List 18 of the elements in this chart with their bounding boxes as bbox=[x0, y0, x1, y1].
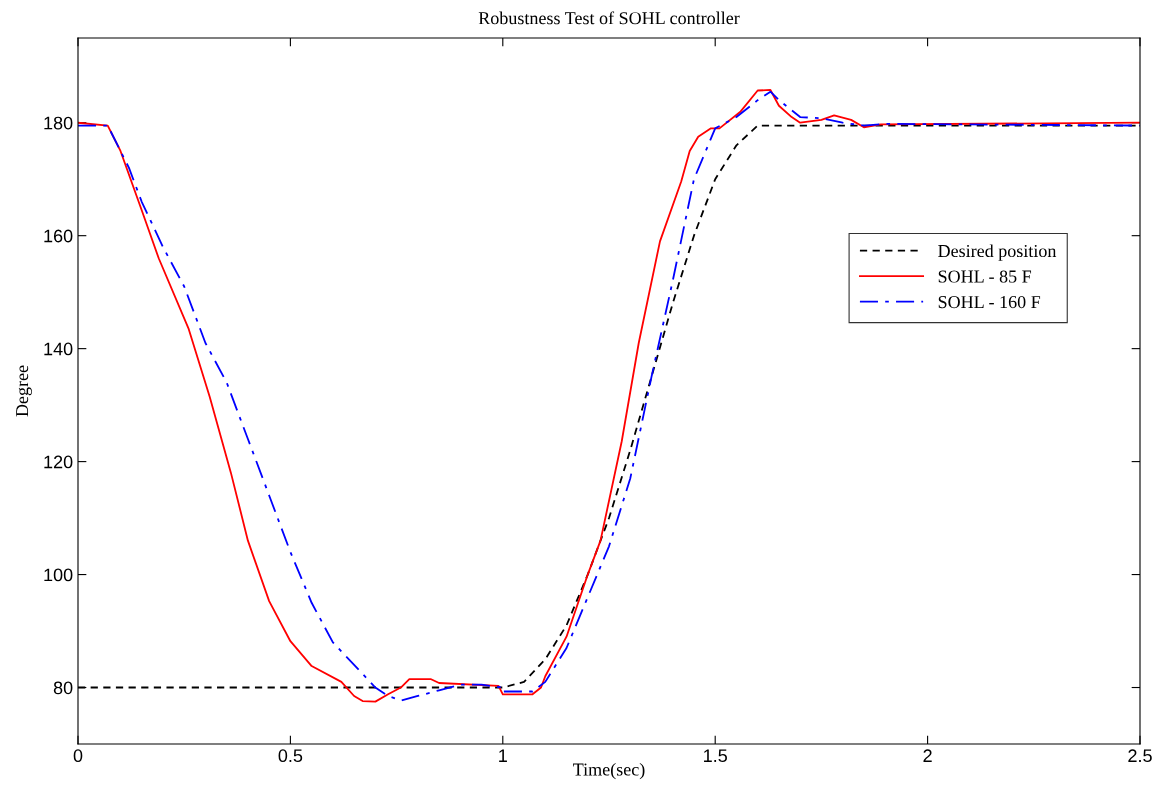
y-tick-label: 160 bbox=[44, 229, 73, 243]
legend-label: SOHL - 85 F bbox=[938, 270, 1032, 283]
x-tick-label: 0.5 bbox=[278, 749, 303, 763]
legend-label: Desired position bbox=[938, 244, 1057, 261]
x-tick-label: 0 bbox=[73, 749, 83, 763]
y-tick-label: 100 bbox=[44, 568, 73, 582]
y-tick-label: 180 bbox=[44, 116, 73, 130]
y-tick-label: 140 bbox=[44, 342, 73, 356]
x-tick-label: 1 bbox=[499, 749, 507, 762]
y-axis-title: Degree bbox=[16, 365, 32, 417]
y-tick-label: 120 bbox=[44, 455, 73, 469]
y-tick-label: 80 bbox=[53, 681, 73, 695]
x-tick-label: 1.5 bbox=[704, 749, 727, 763]
x-tick-label: 2 bbox=[923, 749, 932, 762]
x-tick-label: 2.5 bbox=[1128, 749, 1152, 763]
legend-label: SOHL - 160 F bbox=[938, 295, 1041, 309]
chart-title: Robustness Test of SOHL controller bbox=[478, 11, 740, 25]
x-axis-title: Time(sec) bbox=[573, 762, 645, 780]
